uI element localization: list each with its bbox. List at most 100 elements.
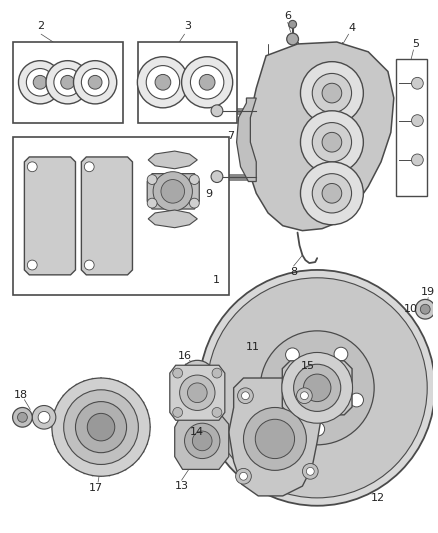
Circle shape <box>255 419 295 458</box>
Circle shape <box>244 408 306 470</box>
Text: 14: 14 <box>190 427 205 437</box>
Circle shape <box>173 408 183 417</box>
Polygon shape <box>283 361 352 415</box>
Circle shape <box>75 401 127 453</box>
Text: 7: 7 <box>227 131 234 141</box>
Circle shape <box>74 61 117 104</box>
Circle shape <box>85 162 94 172</box>
Circle shape <box>27 260 37 270</box>
Circle shape <box>61 75 74 89</box>
Polygon shape <box>25 157 75 275</box>
Circle shape <box>300 62 364 125</box>
Text: 3: 3 <box>184 21 191 31</box>
Circle shape <box>64 390 138 464</box>
Text: 9: 9 <box>205 189 213 199</box>
Polygon shape <box>147 174 199 209</box>
Circle shape <box>173 368 183 378</box>
Circle shape <box>85 260 94 270</box>
Circle shape <box>293 364 341 411</box>
Circle shape <box>147 198 157 208</box>
Circle shape <box>184 423 220 458</box>
Circle shape <box>300 111 364 174</box>
Circle shape <box>212 368 222 378</box>
Circle shape <box>237 388 253 403</box>
Circle shape <box>27 162 37 172</box>
Circle shape <box>138 56 188 108</box>
Circle shape <box>26 69 54 96</box>
Circle shape <box>54 69 81 96</box>
Text: 5: 5 <box>412 39 419 49</box>
Circle shape <box>155 75 171 90</box>
Circle shape <box>312 74 352 113</box>
Circle shape <box>306 467 314 475</box>
Circle shape <box>52 378 150 477</box>
Circle shape <box>211 105 223 117</box>
Circle shape <box>236 469 251 484</box>
Circle shape <box>322 83 342 103</box>
Circle shape <box>207 278 427 498</box>
Circle shape <box>46 61 89 104</box>
Circle shape <box>88 75 102 89</box>
Text: 4: 4 <box>348 23 355 33</box>
Circle shape <box>87 414 115 441</box>
Circle shape <box>192 431 212 451</box>
Bar <box>138 42 237 123</box>
Circle shape <box>411 77 423 89</box>
Text: 18: 18 <box>14 390 28 400</box>
Polygon shape <box>237 98 256 182</box>
Circle shape <box>180 375 215 410</box>
Text: 13: 13 <box>175 481 189 491</box>
Circle shape <box>212 408 222 417</box>
Circle shape <box>182 56 233 108</box>
Circle shape <box>192 373 202 383</box>
Polygon shape <box>170 365 225 420</box>
Text: 15: 15 <box>300 361 314 371</box>
Circle shape <box>211 171 223 182</box>
Text: 12: 12 <box>371 493 385 503</box>
Bar <box>13 138 229 295</box>
Circle shape <box>286 348 299 362</box>
Text: 10: 10 <box>403 304 417 314</box>
Circle shape <box>322 132 342 152</box>
Circle shape <box>350 393 364 407</box>
Circle shape <box>300 162 364 225</box>
Circle shape <box>190 198 199 208</box>
Circle shape <box>199 270 435 506</box>
Circle shape <box>282 352 353 423</box>
Circle shape <box>304 374 331 401</box>
Bar <box>396 59 427 196</box>
Circle shape <box>190 175 199 184</box>
Text: 2: 2 <box>38 21 45 31</box>
Circle shape <box>286 357 349 419</box>
Circle shape <box>191 66 224 99</box>
Circle shape <box>187 383 207 402</box>
Circle shape <box>411 154 423 166</box>
Circle shape <box>297 388 312 403</box>
Circle shape <box>271 394 285 408</box>
Text: 6: 6 <box>284 11 291 21</box>
Circle shape <box>300 392 308 400</box>
Circle shape <box>287 33 299 45</box>
Circle shape <box>240 472 247 480</box>
Circle shape <box>312 174 352 213</box>
Circle shape <box>304 374 331 401</box>
Circle shape <box>13 408 32 427</box>
Text: 11: 11 <box>246 342 260 352</box>
Circle shape <box>18 61 62 104</box>
Circle shape <box>187 367 208 389</box>
Circle shape <box>411 115 423 126</box>
Circle shape <box>334 347 348 361</box>
Circle shape <box>32 406 56 429</box>
Circle shape <box>199 75 215 90</box>
Text: 17: 17 <box>89 483 103 493</box>
Circle shape <box>311 422 325 436</box>
Circle shape <box>420 304 430 314</box>
Circle shape <box>147 175 157 184</box>
Circle shape <box>81 69 109 96</box>
Circle shape <box>38 411 50 423</box>
Circle shape <box>302 464 318 479</box>
Polygon shape <box>81 157 132 275</box>
Circle shape <box>161 180 184 203</box>
Circle shape <box>146 66 180 99</box>
Text: 16: 16 <box>177 351 191 361</box>
